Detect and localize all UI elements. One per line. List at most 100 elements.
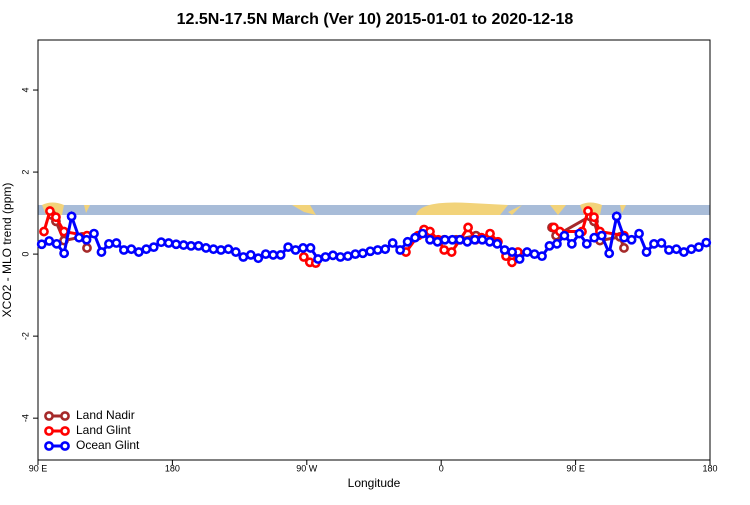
data-point bbox=[686, 244, 697, 255]
data-point bbox=[693, 242, 704, 253]
data-point bbox=[619, 232, 630, 243]
data-point bbox=[201, 243, 211, 253]
data-point bbox=[313, 254, 323, 264]
data-point bbox=[74, 232, 84, 243]
data-point bbox=[469, 234, 480, 245]
data-point bbox=[425, 226, 435, 237]
data-point bbox=[141, 244, 152, 255]
data-point bbox=[402, 236, 413, 247]
data-point bbox=[664, 245, 674, 255]
data-point bbox=[126, 244, 137, 255]
data-point bbox=[522, 247, 532, 257]
data-point bbox=[581, 238, 592, 249]
data-point bbox=[507, 247, 518, 257]
data-point bbox=[36, 239, 47, 250]
data-point bbox=[671, 244, 682, 255]
legend-marker bbox=[44, 411, 54, 421]
data-point bbox=[499, 245, 510, 255]
y-tick-label: -2 bbox=[20, 332, 30, 340]
data-point bbox=[163, 238, 174, 248]
data-point bbox=[410, 232, 420, 243]
data-point bbox=[507, 257, 517, 268]
data-point bbox=[186, 240, 196, 251]
data-point bbox=[656, 238, 667, 248]
legend-marker bbox=[60, 426, 70, 436]
data-point bbox=[111, 238, 122, 248]
data-point bbox=[89, 228, 99, 239]
map-strip bbox=[38, 202, 710, 215]
data-point bbox=[82, 243, 92, 253]
data-point bbox=[328, 250, 338, 261]
data-point bbox=[260, 249, 271, 260]
data-point bbox=[238, 252, 249, 262]
x-tick-label: 90 W bbox=[296, 463, 318, 473]
data-point bbox=[395, 245, 406, 255]
data-point bbox=[529, 249, 540, 260]
data-point bbox=[432, 236, 443, 247]
data-point bbox=[305, 243, 316, 253]
x-tick-label: 90 E bbox=[29, 463, 48, 473]
x-axis-label: Longitude bbox=[348, 476, 401, 490]
data-point bbox=[45, 206, 55, 216]
data-point bbox=[604, 248, 615, 259]
data-point bbox=[447, 234, 458, 245]
data-point bbox=[544, 240, 555, 251]
data-point bbox=[484, 236, 495, 247]
data-point bbox=[275, 250, 286, 260]
legend-marker bbox=[44, 441, 54, 451]
chart-title: 12.5N-17.5N March (Ver 10) 2015-01-01 to… bbox=[177, 11, 574, 28]
data-point bbox=[485, 228, 495, 239]
data-point bbox=[440, 234, 450, 245]
data-point bbox=[387, 238, 398, 248]
data-point bbox=[178, 240, 189, 250]
data-point bbox=[268, 250, 279, 260]
legend-label: Ocean Glint bbox=[76, 438, 140, 452]
data-point bbox=[537, 251, 547, 262]
data-point bbox=[574, 228, 585, 239]
data-point bbox=[559, 230, 570, 241]
data-point bbox=[454, 234, 465, 245]
data-point bbox=[81, 234, 92, 245]
data-point bbox=[298, 252, 309, 262]
plot-frame bbox=[37, 39, 711, 461]
data-point bbox=[583, 206, 593, 216]
data-point bbox=[350, 249, 361, 260]
data-point bbox=[39, 226, 49, 237]
data-point bbox=[320, 252, 331, 262]
data-point bbox=[51, 212, 61, 223]
legend-marker bbox=[60, 411, 70, 421]
data-point bbox=[59, 248, 70, 259]
data-point bbox=[51, 238, 62, 249]
data-point bbox=[701, 237, 712, 248]
data-point bbox=[335, 252, 346, 262]
data-point bbox=[223, 244, 234, 255]
data-point bbox=[446, 247, 457, 257]
data-point bbox=[477, 234, 488, 245]
data-point bbox=[44, 236, 55, 246]
data-point bbox=[439, 245, 450, 255]
data-point bbox=[193, 240, 204, 251]
data-point bbox=[283, 242, 294, 253]
legend-label: Land Nadir bbox=[76, 408, 135, 422]
data-point bbox=[253, 253, 264, 264]
data-point bbox=[133, 247, 144, 257]
data-point bbox=[566, 238, 577, 249]
data-point bbox=[380, 244, 391, 255]
data-point bbox=[678, 247, 689, 257]
data-point bbox=[216, 245, 226, 255]
data-point bbox=[230, 247, 241, 257]
data-point bbox=[463, 222, 473, 233]
data-point bbox=[596, 230, 607, 241]
data-point bbox=[365, 246, 376, 257]
data-point bbox=[298, 243, 308, 253]
data-point bbox=[357, 248, 368, 259]
y-tick-label: 0 bbox=[20, 252, 30, 257]
data-point bbox=[589, 232, 600, 243]
data-point bbox=[66, 211, 77, 222]
data-point bbox=[649, 238, 659, 249]
y-axis-label: XCO2 - MLO trend (ppm) bbox=[0, 183, 14, 318]
data-point bbox=[589, 212, 599, 223]
data-point bbox=[634, 228, 644, 239]
x-tick-label: 0 bbox=[439, 463, 444, 473]
